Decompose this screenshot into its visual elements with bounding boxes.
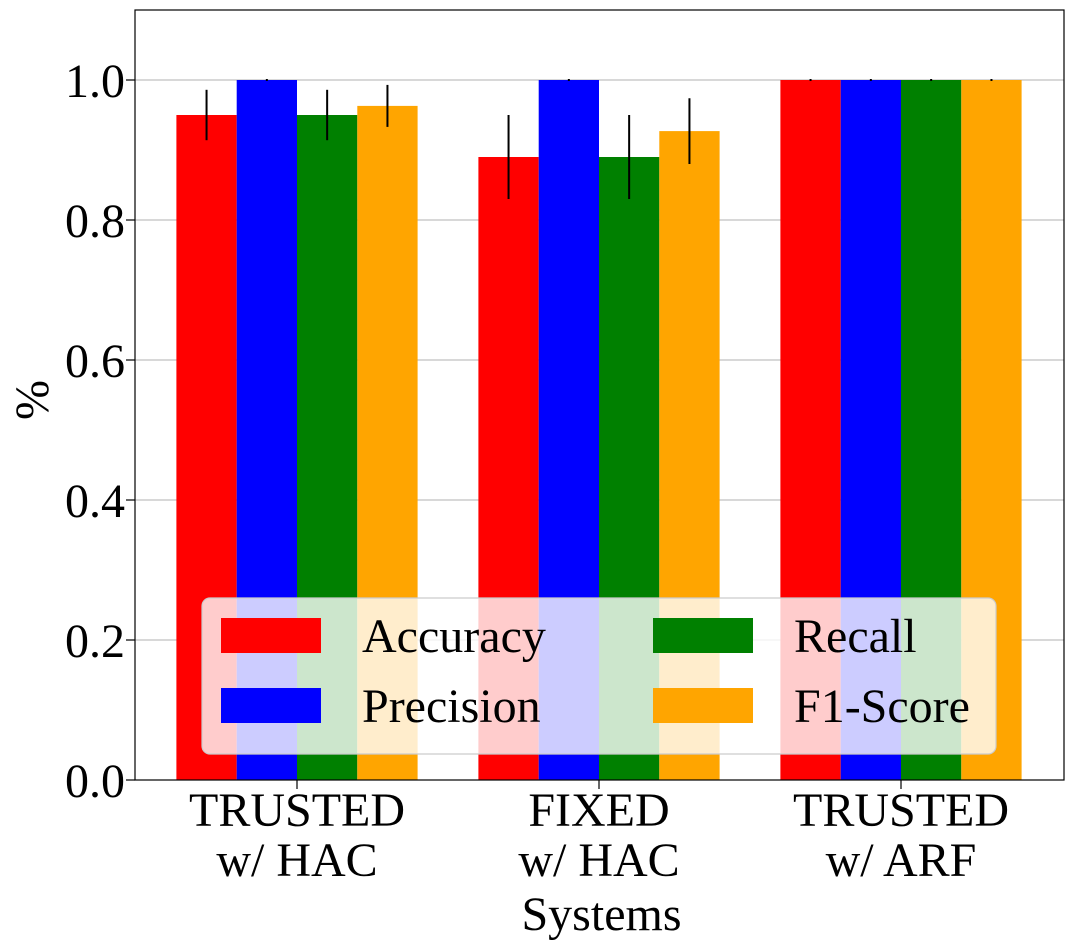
y-tick-label: 0.2 (65, 615, 125, 668)
x-axis-label: Systems (521, 888, 681, 941)
x-tick-label: w/ HAC (518, 834, 679, 887)
y-axis-ticks: 0.0 0.2 0.4 0.6 0.8 1.0 (65, 55, 135, 808)
legend-label: Recall (794, 610, 917, 663)
error-bars-layer (205, 79, 993, 199)
legend-box (201, 597, 997, 755)
legend-swatch-f1-score (653, 688, 753, 723)
y-tick-label: 0.4 (65, 475, 125, 528)
x-tick-label: w/ ARF (826, 834, 977, 887)
x-tick-label: TRUSTED (189, 784, 405, 837)
y-axis-label: % (6, 380, 59, 420)
legend: Accuracy Precision Recall F1-Score (201, 597, 997, 755)
legend-label: Accuracy (362, 610, 546, 663)
x-tick-label: FIXED (528, 784, 669, 837)
x-tick-label: w/ HAC (216, 834, 377, 887)
y-tick-label: 1.0 (65, 55, 125, 108)
legend-swatch-precision (221, 688, 321, 723)
y-tick-label: 0.0 (65, 755, 125, 808)
legend-label: Precision (362, 680, 541, 733)
x-tick-label: TRUSTED (793, 784, 1009, 837)
legend-swatch-accuracy (221, 618, 321, 653)
legend-label: F1-Score (794, 680, 970, 733)
y-tick-label: 0.8 (65, 195, 125, 248)
legend-swatch-recall (653, 618, 753, 653)
y-tick-label: 0.6 (65, 335, 125, 388)
